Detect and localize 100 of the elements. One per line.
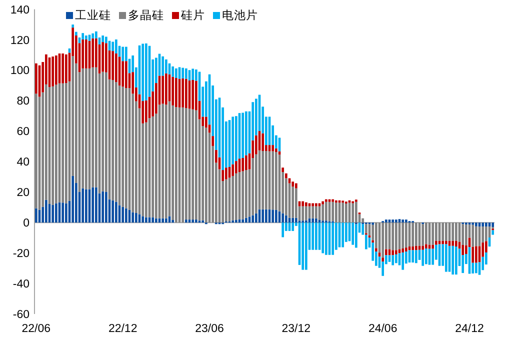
- bar: [332, 202, 334, 222]
- bar: [115, 202, 118, 223]
- bar: [162, 56, 164, 76]
- bar: [85, 189, 88, 223]
- bar: [232, 116, 234, 164]
- bar: [382, 262, 384, 276]
- bar: [182, 78, 184, 108]
- bar: [135, 67, 138, 88]
- bar: [335, 222, 338, 250]
- bar: [85, 68, 88, 190]
- bar: [72, 24, 74, 28]
- bar: [385, 249, 388, 256]
- bar: [322, 204, 324, 221]
- bar: [365, 234, 368, 250]
- bar: [452, 240, 454, 246]
- bar: [285, 215, 288, 223]
- bar: [485, 226, 488, 242]
- bar: [45, 84, 48, 200]
- bar: [122, 206, 124, 223]
- bar: [132, 94, 134, 212]
- bar: [415, 222, 418, 246]
- bar: [245, 170, 248, 218]
- bar: [302, 201, 304, 206]
- bar: [192, 220, 194, 223]
- legend-label: 硅片: [180, 9, 205, 22]
- bar: [292, 186, 294, 218]
- bar: [55, 84, 58, 204]
- bar: [295, 218, 298, 223]
- bar: [395, 220, 398, 223]
- bar: [492, 230, 494, 235]
- bar: [445, 222, 448, 241]
- bar: [165, 59, 168, 74]
- bar: [435, 240, 438, 245]
- bar: [412, 246, 414, 250]
- bar: [65, 83, 68, 204]
- bar: [105, 43, 108, 72]
- legend-label: 电池片: [222, 9, 258, 22]
- bar: [415, 250, 418, 264]
- bar: [382, 258, 384, 262]
- bar: [262, 150, 264, 210]
- bar: [475, 226, 478, 246]
- bar: [312, 218, 314, 223]
- bar: [72, 56, 74, 176]
- bar: [365, 224, 368, 234]
- bar: [422, 250, 424, 266]
- bar: [292, 222, 294, 231]
- bar: [242, 112, 244, 158]
- bar: [332, 199, 334, 202]
- bar: [302, 222, 304, 270]
- bar: [202, 116, 204, 126]
- bar: [172, 66, 174, 77]
- bar: [212, 136, 214, 146]
- bar: [315, 222, 318, 250]
- bar: [432, 222, 434, 245]
- bar: [382, 222, 384, 258]
- bar: [45, 200, 48, 223]
- bar: [175, 68, 178, 78]
- bar: [252, 215, 254, 223]
- bar: [392, 255, 394, 266]
- bar: [112, 51, 114, 80]
- bar: [165, 104, 168, 218]
- bar: [185, 220, 188, 223]
- bar: [372, 242, 374, 261]
- bar: [92, 187, 94, 223]
- bar: [192, 80, 194, 110]
- bar: [305, 222, 308, 270]
- bar: [172, 220, 174, 223]
- bar: [75, 36, 78, 64]
- bar: [222, 170, 224, 181]
- x-tick-label: 24/12: [455, 323, 484, 335]
- bar: [142, 216, 144, 223]
- bar: [235, 161, 238, 174]
- bar: [65, 203, 68, 223]
- bar: [265, 209, 268, 223]
- bar: [145, 100, 148, 122]
- bar: [392, 222, 394, 250]
- bar: [162, 218, 164, 223]
- y-tick-label: 0: [23, 218, 30, 230]
- bar: [95, 38, 98, 68]
- bar: [292, 182, 294, 187]
- bar: [242, 171, 244, 220]
- bar: [42, 206, 44, 223]
- bar: [225, 121, 228, 168]
- bar: [112, 200, 114, 223]
- bar: [275, 135, 278, 148]
- bar: [125, 61, 128, 88]
- bar: [175, 107, 178, 223]
- bar: [55, 203, 58, 223]
- bar: [122, 86, 124, 207]
- bar: [75, 63, 78, 183]
- bar: [285, 173, 288, 178]
- bar: [485, 222, 488, 227]
- bar: [312, 206, 314, 218]
- bar: [172, 105, 174, 220]
- bar: [42, 62, 44, 92]
- y-tick-label: 40: [16, 156, 30, 169]
- bar: [105, 72, 108, 192]
- bar: [182, 107, 184, 223]
- y-tick-label: 20: [16, 187, 30, 200]
- bar: [85, 36, 88, 40]
